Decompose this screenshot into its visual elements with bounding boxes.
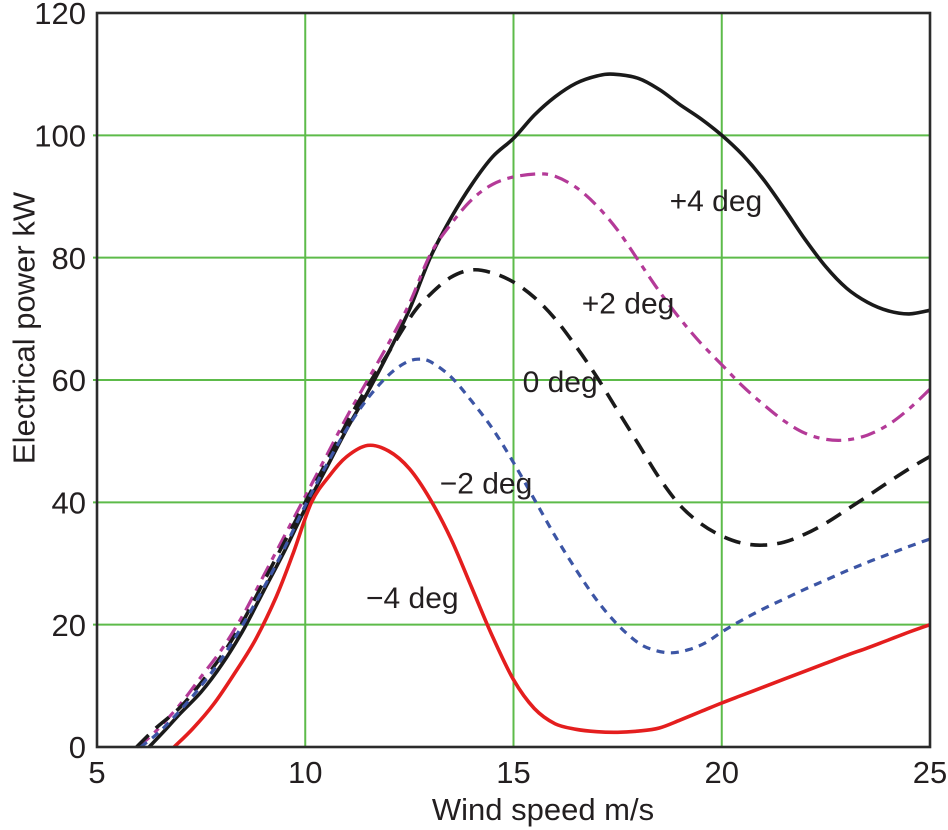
x-tick-label-25: 25 bbox=[913, 755, 947, 790]
curve-0-deg bbox=[135, 267, 931, 749]
x-tick-label-10: 10 bbox=[288, 755, 322, 790]
curve-label--2-deg: −2 deg bbox=[440, 468, 533, 501]
curve-2-deg bbox=[136, 172, 932, 749]
curve--4-deg bbox=[172, 443, 931, 749]
y-tick-label-80: 80 bbox=[52, 241, 86, 276]
curve-label--4-deg: −4 deg bbox=[366, 582, 459, 615]
curve--2-deg bbox=[139, 357, 931, 749]
curve-4-deg bbox=[147, 72, 931, 749]
x-tick-label-15: 15 bbox=[496, 755, 530, 790]
y-tick-label-0: 0 bbox=[69, 730, 86, 765]
curve-label-4-deg: +4 deg bbox=[670, 185, 763, 218]
y-tick-label-20: 20 bbox=[52, 608, 86, 643]
plot-frame bbox=[95, 11, 932, 749]
y-tick-label-120: 120 bbox=[34, 0, 86, 31]
curve-label-0-deg: 0 deg bbox=[523, 366, 598, 399]
y-axis-title: Electrical power kW bbox=[6, 191, 42, 465]
curve-label-2-deg: +2 deg bbox=[582, 288, 675, 321]
y-tick-label-40: 40 bbox=[52, 485, 86, 520]
y-tick-label-60: 60 bbox=[52, 363, 86, 398]
y-tick-label-100: 100 bbox=[34, 118, 86, 153]
x-tick-label-20: 20 bbox=[705, 755, 739, 790]
x-tick-label-5: 5 bbox=[88, 755, 105, 790]
x-axis-title: Wind speed m/s bbox=[431, 792, 655, 827]
